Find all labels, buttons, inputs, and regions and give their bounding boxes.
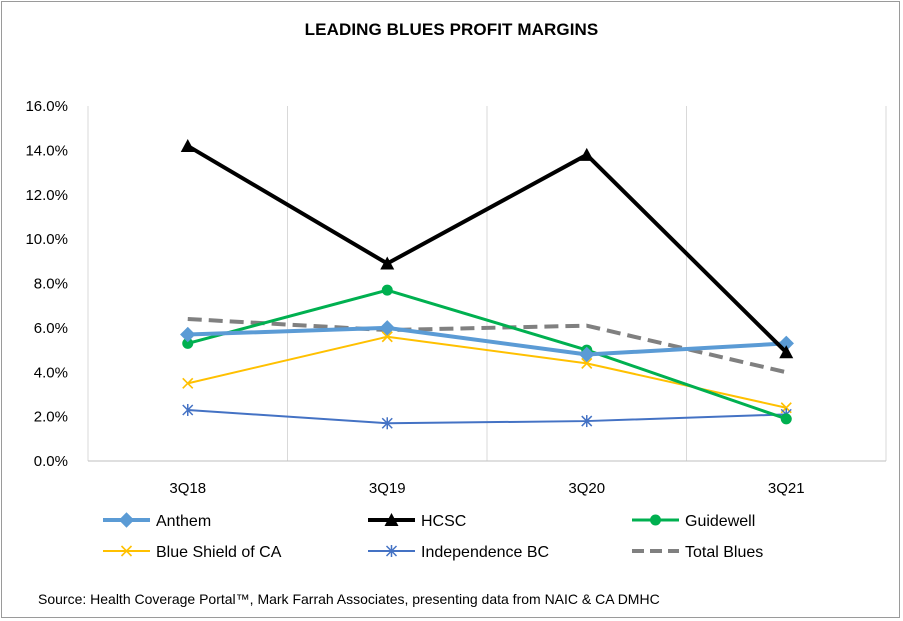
x-tick-label: 3Q20 [568,480,605,497]
anthem-marker [579,346,595,363]
series-hcsc [180,138,794,359]
independence-bc-marker [182,403,194,416]
guidewell-marker [381,284,393,296]
legend-label: Guidewell [685,513,755,530]
anthem-line [187,325,787,357]
y-tick-label: 8.0% [34,276,68,293]
hcsc-marker [779,345,794,359]
x-tick-label: 3Q19 [369,480,406,497]
legend-label: Independence BC [421,544,549,561]
legend-label: Anthem [156,513,211,530]
independence-bc-marker [381,417,393,430]
anthem-marker [180,326,196,343]
x-tick-label: 3Q21 [768,480,805,497]
blue-shield-of-ca-marker [581,357,593,369]
y-tick-label: 14.0% [25,142,68,159]
hcsc-marker [579,147,594,161]
legend-anthem-marker [118,512,135,528]
guidewell-marker [182,337,194,349]
legend-label: Blue Shield of CA [156,544,282,561]
guidewell-marker [780,413,792,425]
legend-guidewell-marker [650,514,661,526]
y-tick-label: 16.0% [25,98,68,115]
independence-bc-marker [581,415,593,428]
legend-item-anthem: Anthem [103,512,211,530]
y-tick-label: 6.0% [34,320,68,337]
chart-source: Source: Health Coverage Portal™, Mark Fa… [38,591,660,607]
hcsc-marker [180,138,195,152]
legend-item-blue-shield-of-ca: Blue Shield of CA [103,544,282,561]
y-tick-label: 2.0% [34,409,68,426]
legend-independence-bc-marker [385,545,398,557]
legend-item-guidewell: Guidewell [632,513,755,530]
y-tick-label: 12.0% [25,187,68,204]
y-tick-label: 4.0% [34,364,68,381]
blue-shield-of-ca-marker [182,377,194,389]
anthem-marker [379,320,395,336]
x-tick-label: 3Q18 [169,480,206,497]
legend-label: HCSC [421,513,466,530]
hcsc-marker [380,256,395,270]
series-total-blues [187,317,787,375]
guidewell-line [187,288,787,421]
chart-title: LEADING BLUES PROFIT MARGINS [304,20,599,39]
blue-shield-of-ca-marker [381,331,393,343]
hcsc-line [186,144,788,354]
legend-item-hcsc: HCSC [368,513,466,530]
legend-hcsc-marker [384,513,399,526]
y-tick-label: 10.0% [25,231,68,248]
total-blues-line [187,317,787,375]
independence-bc-line [187,408,787,425]
legend-label: Total Blues [685,544,763,561]
y-tick-label: 0.0% [34,453,68,470]
series-independence-bc [182,403,792,430]
legend-blue-shield-of-ca-marker [120,545,133,557]
legend-item-independence-bc: Independence BC [368,544,549,561]
legend-item-total-blues: Total Blues [632,544,763,561]
